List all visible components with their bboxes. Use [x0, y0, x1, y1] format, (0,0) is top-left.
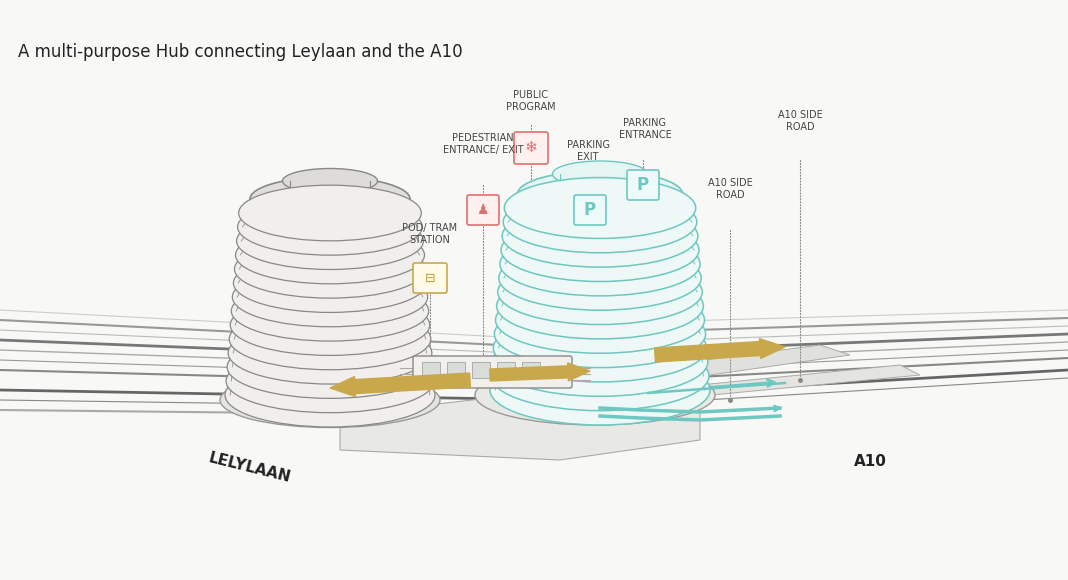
Polygon shape [650, 365, 920, 400]
Ellipse shape [235, 240, 425, 298]
Ellipse shape [234, 253, 426, 313]
Text: ❄: ❄ [524, 140, 537, 155]
Ellipse shape [229, 322, 431, 384]
FancyBboxPatch shape [413, 356, 572, 388]
Bar [447, 362, 465, 378]
Ellipse shape [233, 267, 427, 327]
Ellipse shape [225, 363, 435, 427]
Text: ⊟: ⊟ [425, 271, 436, 285]
Ellipse shape [250, 177, 410, 221]
Text: A multi-purpose Hub connecting Leylaan and the A10: A multi-purpose Hub connecting Leylaan a… [18, 43, 462, 61]
FancyArrow shape [330, 373, 470, 397]
FancyBboxPatch shape [574, 195, 606, 225]
Text: PUBLIC
PROGRAM: PUBLIC PROGRAM [506, 89, 555, 112]
Bar [422, 362, 440, 378]
Ellipse shape [504, 177, 695, 238]
Text: PARKING
EXIT: PARKING EXIT [566, 140, 610, 162]
Ellipse shape [503, 191, 696, 253]
Ellipse shape [227, 336, 433, 398]
Ellipse shape [494, 300, 706, 368]
FancyBboxPatch shape [627, 170, 659, 200]
Ellipse shape [497, 273, 704, 339]
Ellipse shape [475, 365, 714, 425]
Ellipse shape [501, 219, 698, 281]
Ellipse shape [491, 342, 709, 411]
Text: A10 SIDE
ROAD: A10 SIDE ROAD [778, 110, 822, 132]
FancyBboxPatch shape [467, 195, 499, 225]
Text: LELYLAAN: LELYLAAN [207, 451, 293, 485]
Ellipse shape [552, 161, 647, 187]
Ellipse shape [500, 232, 701, 296]
Text: PEDESTRIAN
ENTRANCE/ EXIT: PEDESTRIAN ENTRANCE/ EXIT [443, 133, 523, 155]
Ellipse shape [493, 314, 707, 382]
Bar [472, 362, 490, 378]
Ellipse shape [226, 349, 434, 413]
Text: A10: A10 [853, 455, 886, 469]
Ellipse shape [490, 355, 710, 425]
FancyBboxPatch shape [413, 263, 447, 293]
Ellipse shape [237, 199, 423, 255]
Ellipse shape [496, 287, 705, 353]
Ellipse shape [231, 295, 429, 356]
Ellipse shape [518, 171, 682, 217]
Bar [522, 362, 540, 378]
Ellipse shape [283, 169, 377, 194]
Text: ♟: ♟ [476, 203, 489, 217]
Text: PARKING
ENTRANCE: PARKING ENTRANCE [618, 118, 672, 140]
Ellipse shape [236, 226, 424, 284]
Polygon shape [630, 345, 850, 385]
Ellipse shape [492, 328, 708, 396]
Ellipse shape [232, 281, 428, 341]
Text: P: P [584, 201, 596, 219]
FancyArrow shape [490, 363, 590, 381]
Ellipse shape [236, 212, 423, 270]
Text: P: P [637, 176, 649, 194]
Ellipse shape [220, 372, 440, 427]
Ellipse shape [498, 259, 703, 325]
FancyBboxPatch shape [514, 132, 548, 164]
Text: A10 SIDE
ROAD: A10 SIDE ROAD [708, 177, 752, 200]
Ellipse shape [238, 185, 422, 241]
Text: POD/ TRAM
STATION: POD/ TRAM STATION [403, 223, 457, 245]
Ellipse shape [502, 205, 697, 267]
Ellipse shape [560, 173, 640, 197]
Polygon shape [340, 390, 700, 460]
FancyArrow shape [655, 339, 785, 362]
Bar [497, 362, 515, 378]
Ellipse shape [230, 309, 430, 369]
Ellipse shape [499, 246, 702, 310]
Ellipse shape [290, 180, 370, 202]
